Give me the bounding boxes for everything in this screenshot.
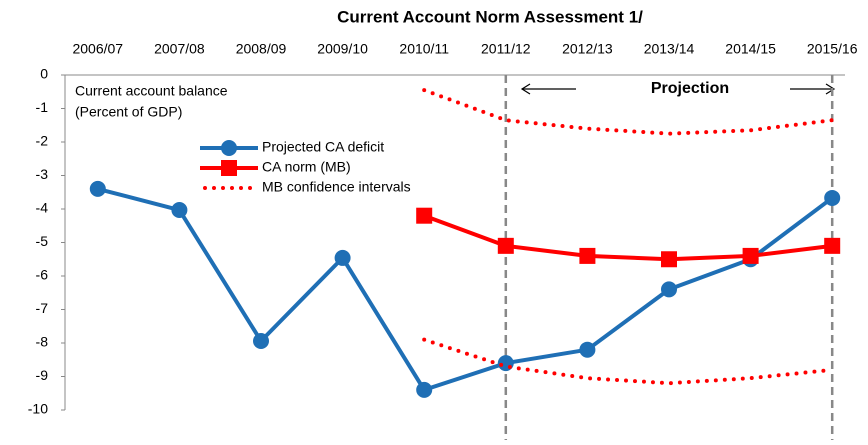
marker <box>579 341 596 358</box>
y-tick-label: -1 <box>36 99 49 115</box>
legend-label: CA norm (MB) <box>262 159 351 175</box>
legend-label: MB confidence intervals <box>262 179 411 195</box>
series-line <box>422 88 835 136</box>
x-tick-label: 2007/08 <box>154 41 205 57</box>
y-tick-label: 0 <box>40 66 48 82</box>
annotation: (Percent of GDP) <box>75 104 182 120</box>
y-tick-label: -7 <box>36 300 49 316</box>
x-tick-label: 2009/10 <box>317 41 368 57</box>
x-tick-label: 2008/09 <box>236 41 287 57</box>
marker <box>253 332 269 349</box>
y-tick-label: -5 <box>36 233 49 249</box>
legend-label: Projected CA deficit <box>262 139 384 155</box>
y-tick-label: -8 <box>36 334 49 350</box>
x-tick-label: 2015/16 <box>807 41 858 57</box>
y-tick-label: -3 <box>36 166 49 182</box>
x-tick-label: 2011/12 <box>481 41 531 57</box>
marker <box>89 180 106 197</box>
marker <box>579 247 596 264</box>
chart-title: Current Account Norm Assessment 1/ <box>337 7 643 26</box>
marker <box>742 247 759 264</box>
marker <box>497 237 514 254</box>
projection-arrows <box>520 83 836 95</box>
legend-marker <box>221 140 237 156</box>
x-tick-label: 2013/14 <box>644 41 695 57</box>
marker <box>416 381 433 398</box>
marker <box>497 355 514 372</box>
x-tick-label: 2010/11 <box>399 41 449 57</box>
x-tick-label: 2006/07 <box>72 41 123 57</box>
marker <box>661 251 677 268</box>
series-line <box>422 337 835 386</box>
annotation: Current account balance <box>75 83 228 99</box>
marker <box>334 249 351 266</box>
series-line <box>423 213 833 262</box>
marker <box>416 207 433 224</box>
y-tick-label: -2 <box>36 133 49 149</box>
legend-marker <box>221 160 237 176</box>
annotation: Projection <box>651 80 729 97</box>
x-tick-label: 2014/15 <box>725 41 776 57</box>
y-tick-label: -4 <box>36 200 49 216</box>
marker <box>824 189 841 206</box>
marker <box>171 202 188 219</box>
series-line <box>97 186 834 392</box>
x-tick-label: 2012/13 <box>562 41 613 57</box>
y-tick-label: -9 <box>36 367 49 383</box>
marker <box>661 281 677 298</box>
marker <box>824 237 841 254</box>
y-tick-label: -10 <box>28 401 48 417</box>
y-tick-label: -6 <box>36 267 49 283</box>
